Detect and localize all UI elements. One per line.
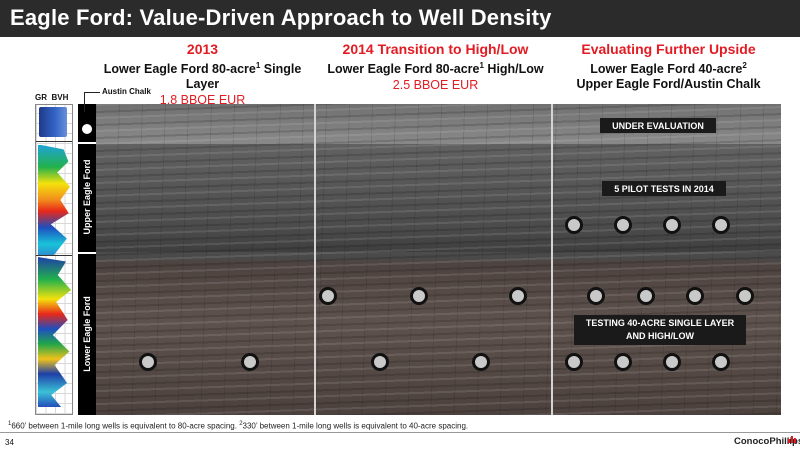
column-header-2013: 2013 Lower Eagle Ford 80-acre1 Single La… [90, 41, 315, 108]
well-marker-icon [587, 287, 605, 305]
well-log [35, 104, 73, 415]
well-marker-icon [319, 287, 337, 305]
austin-chalk-label: Austin Chalk [102, 87, 151, 96]
well-marker-icon [472, 353, 490, 371]
column-year: Evaluating Further Upside [581, 41, 756, 57]
zone-strip: Upper Eagle Ford Lower Eagle Ford [78, 104, 96, 415]
well-marker-icon [637, 287, 655, 305]
column-year: 2013 [186, 41, 219, 57]
well-marker-icon [663, 353, 681, 371]
well-marker-icon [565, 216, 583, 234]
log-trace-chalk [39, 107, 67, 137]
column-eur: 1.8 BBOE EUR [159, 93, 246, 108]
column-header-2014: 2014 Transition to High/Low Lower Eagle … [318, 41, 553, 93]
well-marker-icon [663, 216, 681, 234]
well-marker-icon [139, 353, 157, 371]
title-bar: Eagle Ford: Value-Driven Approach to Wel… [0, 0, 800, 37]
well-marker-icon [241, 353, 259, 371]
column-year: 2014 Transition to High/Low [342, 41, 529, 57]
well-marker-icon [614, 216, 632, 234]
logo-mark-icon [788, 436, 796, 443]
well-marker-icon [712, 216, 730, 234]
column-subtitle: Lower Eagle Ford 80-acre1 High/Low [327, 61, 544, 77]
page-number: 34 [5, 438, 14, 447]
column-subtitle-2: Upper Eagle Ford/Austin Chalk [576, 77, 761, 92]
footer-rule [0, 432, 800, 433]
column-divider [551, 104, 553, 415]
column-divider [314, 104, 316, 415]
well-marker-icon [686, 287, 704, 305]
well-marker-icon [736, 287, 754, 305]
column-subtitle: Lower Eagle Ford 40-acre2 [590, 61, 747, 77]
well-marker-icon [712, 353, 730, 371]
under-evaluation-box: UNDER EVALUATION [600, 118, 716, 133]
company-logo: ConocoPhillips [734, 436, 800, 447]
well-marker-icon [371, 353, 389, 371]
testing-box: TESTING 40-ACRE SINGLE LAYER AND HIGH/LO… [574, 315, 746, 345]
well-marker-icon [509, 287, 527, 305]
column-subtitle: Lower Eagle Ford 80-acre1 Single Layer [103, 61, 302, 92]
lower-eagle-ford-label: Lower Eagle Ford [82, 296, 92, 372]
column-header-upside: Evaluating Further Upside Lower Eagle Fo… [556, 41, 781, 92]
upper-eagle-ford-label: Upper Eagle Ford [82, 159, 92, 235]
well-marker-icon [614, 353, 632, 371]
column-eur: 2.5 BBOE EUR [392, 78, 479, 93]
well-marker-icon [565, 353, 583, 371]
pilot-tests-box: 5 PILOT TESTS IN 2014 [602, 181, 726, 196]
footnote: 1660’ between 1-mile long wells is equiv… [8, 421, 469, 431]
page-title: Eagle Ford: Value-Driven Approach to Wel… [10, 5, 552, 30]
log-header: GR BVH [35, 93, 69, 102]
austin-chalk-marker-icon [82, 124, 92, 134]
austin-chalk-leader [84, 92, 100, 93]
austin-chalk-leader-v [84, 92, 85, 112]
well-marker-icon [410, 287, 428, 305]
